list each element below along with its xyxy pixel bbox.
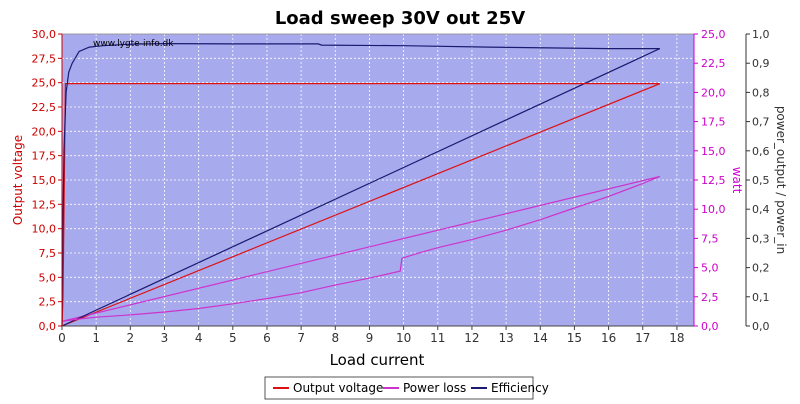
x-tick-label: 3 [161,331,169,345]
y-left-tick-label: 12,5 [32,198,57,211]
axes: 0 1 2 3 4 5 6 7 8 9 10 11 12 13 14 15 16 17 180,02,55,07,5… [32,28,770,345]
y-right-tick-label: 0,5 [752,174,770,187]
y-right-tick-label: 0,0 [752,320,770,333]
y-left-tick-label: 7,5 [39,247,57,260]
x-tick-label: 2 [127,331,135,345]
y-right-tick-label: 0,3 [752,232,770,245]
y-right-tick-label: 0,9 [752,57,770,70]
y-middle-tick-label: 15,0 [701,145,726,158]
y-right-tick-label: 0,1 [752,291,770,304]
y-left-tick-label: 30,0 [32,28,57,41]
y-middle-tick-label: 10,0 [701,203,726,216]
y-right-tick-label: 1,0 [752,28,770,41]
x-tick-label: 18 [669,331,684,345]
y-right-tick-label: 0,4 [752,203,770,216]
x-tick-label: 14 [533,331,548,345]
y-middle-tick-label: 22,5 [701,57,726,70]
series-line-power-loss [61,175,661,322]
y-middle-tick-label: 25,0 [701,28,726,41]
y-middle-tick-label: 7,5 [701,232,719,245]
legend-item-efficiency: Efficiency [491,381,549,395]
y-left-tick-label: 20,0 [32,125,57,138]
x-tick-label: 16 [601,331,616,345]
x-axis-label: Load current [330,351,425,369]
y-left-tick-label: 2,5 [39,296,57,309]
y-right-tick-label: 0,8 [752,86,770,99]
y-left-tick-label: 15,0 [32,174,57,187]
y-left-tick-label: 0,0 [39,320,57,333]
y-axis-right-label: power_output / power_in [774,106,788,254]
y-axis-left-label: Output voltage [11,135,25,225]
series-layer [61,42,661,327]
reference-line-output-voltage [61,83,661,327]
y-left-tick-label: 27,5 [32,52,57,65]
legend-item-power-loss: Power loss [403,381,466,395]
y-axis-middle-label: watt [730,167,744,194]
x-tick-label: 15 [567,331,582,345]
x-tick-label: 7 [297,331,305,345]
watermark: www.lygte-info.dk [93,39,174,49]
y-right-tick-label: 0,6 [752,145,770,158]
x-tick-label: 11 [430,331,445,345]
x-tick-label: 13 [498,331,513,345]
y-middle-tick-label: 2,5 [701,291,719,304]
legend-item-output-voltage: Output voltage [293,381,383,395]
x-tick-label: 10 [396,331,411,345]
y-left-tick-label: 17,5 [32,150,57,163]
reference-line-efficiency [61,48,661,327]
x-tick-label: 4 [195,331,203,345]
x-tick-label: 8 [331,331,339,345]
reference-line-power-loss [61,175,660,322]
y-middle-tick-label: 5,0 [701,262,719,275]
x-tick-label: 17 [635,331,650,345]
x-tick-label: 12 [464,331,479,345]
grid [61,33,694,327]
x-tick-label: 6 [263,331,271,345]
series-line-efficiency [61,42,660,327]
y-middle-tick-label: 0,0 [701,320,719,333]
chart-title: Load sweep 30V out 25V [275,8,525,29]
x-tick-label: 1 [92,331,100,345]
y-left-tick-label: 10,0 [32,223,57,236]
x-tick-label: 0 [58,331,66,345]
y-left-tick-label: 25,0 [32,77,57,90]
x-tick-label: 9 [366,331,374,345]
y-right-tick-label: 0,2 [752,262,770,275]
x-tick-label: 5 [229,331,237,345]
y-right-tick-label: 0,7 [752,116,770,129]
y-middle-tick-label: 12,5 [701,174,726,187]
y-left-tick-label: 22,5 [32,101,57,114]
y-middle-tick-label: 20,0 [701,86,726,99]
y-left-tick-label: 5,0 [39,271,57,284]
y-middle-tick-label: 17,5 [701,116,726,129]
legend: Output voltage Power loss Efficiency [264,376,549,400]
